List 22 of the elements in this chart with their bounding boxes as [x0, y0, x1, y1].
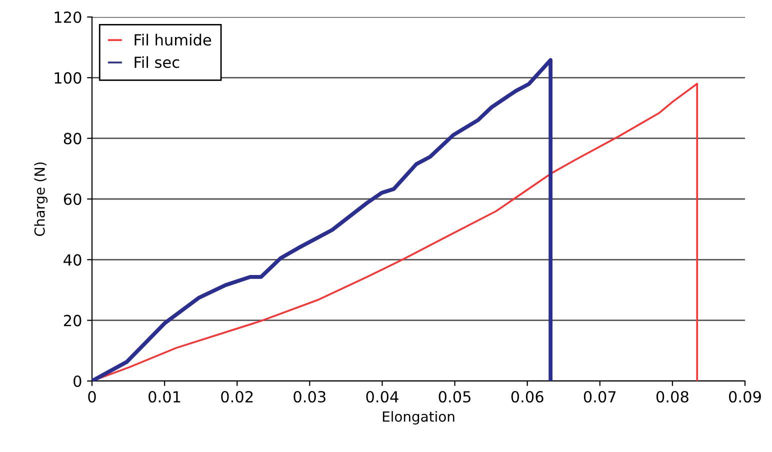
legend-label: Fil humide [134, 34, 212, 46]
y-tick-label: 120 [54, 11, 82, 24]
x-tick-label: 0.08 [656, 390, 688, 403]
x-tick-label: 0.07 [584, 390, 616, 403]
x-tick-label: 0.05 [438, 390, 470, 403]
y-tick-label: 0 [74, 375, 82, 388]
line-series [92, 58, 552, 381]
legend-label: Fil sec [134, 56, 180, 68]
y-tick-label: 100 [54, 72, 82, 84]
x-tick-label: 0 [88, 390, 96, 403]
x-axis-title: Elongation [382, 411, 454, 425]
y-tick-label: 80 [64, 132, 82, 144]
x-tick-label: 0.01 [148, 390, 180, 403]
x-tick-label: 0.09 [729, 390, 761, 403]
y-tick-label: 40 [64, 254, 82, 266]
y-tick-label: 20 [64, 314, 82, 326]
x-tick-label: 0.04 [366, 390, 398, 403]
x-tick-label: 0.03 [294, 390, 326, 403]
y-tick-label: 60 [64, 193, 82, 206]
x-tick-label: 0.02 [221, 390, 253, 403]
y-axis-title: Charge (N) [34, 162, 48, 236]
x-tick-label: 0.06 [511, 390, 544, 403]
